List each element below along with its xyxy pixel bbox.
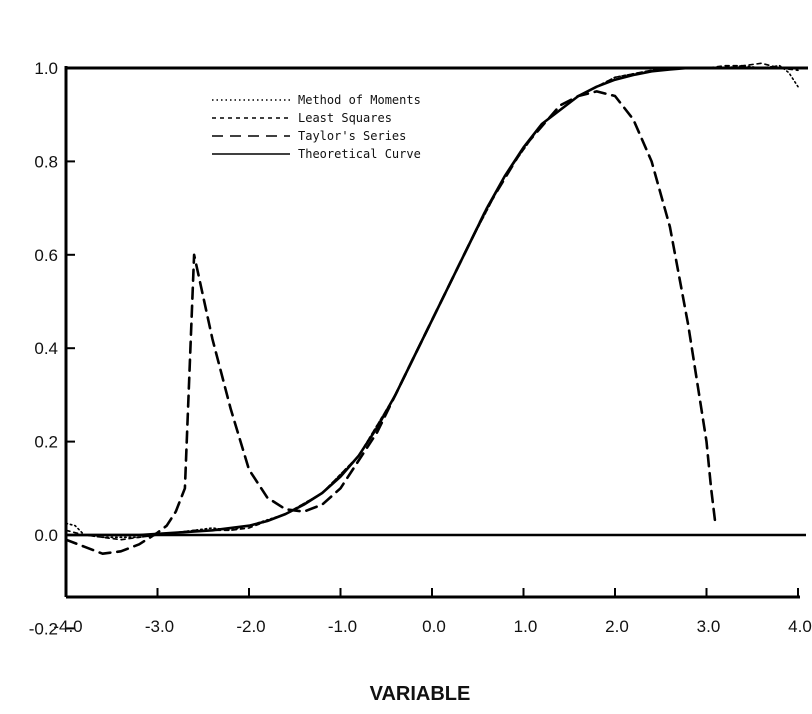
x-tick-label: 4.0 <box>788 617 812 636</box>
x-tick-label: 1.0 <box>514 617 538 636</box>
x-tick-label: 0.0 <box>422 617 446 636</box>
x-tick-label: -1.0 <box>328 617 357 636</box>
y-tick-label: 0.6 <box>34 246 58 265</box>
ticks <box>65 67 799 630</box>
y-tick-label: 0.8 <box>34 152 58 171</box>
x-tick-label: 2.0 <box>605 617 629 636</box>
legend-label-theoretical-curve: Theoretical Curve <box>298 147 421 161</box>
legend-label-method-of-moments: Method of Moments <box>298 93 421 107</box>
y-tick-label: 1.0 <box>34 59 58 78</box>
x-tick-label: 3.0 <box>697 617 721 636</box>
x-tick-label: -3.0 <box>145 617 174 636</box>
y-tick-label: 0.4 <box>34 339 58 358</box>
series-layer <box>64 62 800 556</box>
y-tick-label: -0.2 <box>29 619 58 638</box>
y-tick-label: 0.2 <box>34 433 58 452</box>
legend-label-taylor-s-series: Taylor's Series <box>298 129 406 143</box>
series-line-theoretical-curve <box>64 66 800 537</box>
y-tick-label: 0.0 <box>34 526 58 545</box>
x-tick-label: -4.0 <box>53 617 82 636</box>
plot-frame <box>64 66 808 599</box>
series-line-least-squares <box>65 62 799 541</box>
x-axis-title: VARIABLE <box>370 683 471 705</box>
legend-label-least-squares: Least Squares <box>298 111 392 125</box>
tick-labels: -4.0 -3.0 -2.0 -1.0 0.0 1.0 2.0 3.0 4.0 -0.2 0.0 0.… <box>29 59 812 638</box>
x-tick-label: -2.0 <box>236 617 265 636</box>
series-line-taylor-s-series <box>64 90 717 556</box>
series-line-method-of-moments <box>65 64 799 539</box>
legend: Method of Moments Least Squares Taylor's S… <box>212 93 421 161</box>
